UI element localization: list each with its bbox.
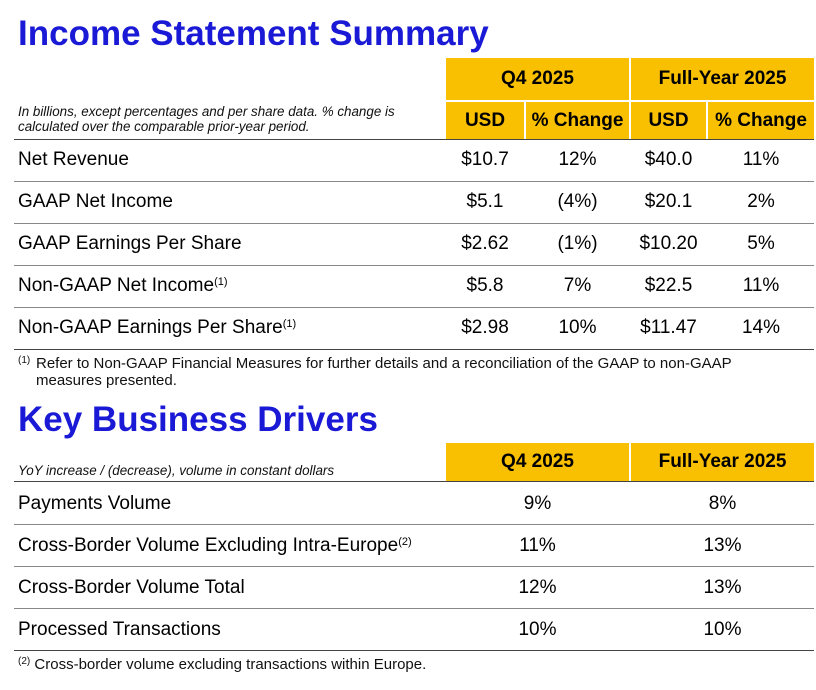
income-footnote: (1) Refer to Non-GAAP Financial Measures… — [18, 355, 732, 389]
q4-value: 10% — [518, 619, 557, 640]
income-statement-title: Income Statement Summary — [18, 14, 489, 53]
fy-change-value: 14% — [741, 317, 781, 338]
row-divider — [14, 181, 814, 182]
row-divider — [14, 608, 814, 609]
q4-change-value: (1%) — [557, 233, 598, 254]
row-label: Cross-Border Volume Excluding Intra-Euro… — [18, 535, 412, 556]
fy-value: 13% — [703, 577, 742, 598]
q4-usd-value: $5.1 — [466, 191, 504, 212]
subhead-q4-usd: USD — [446, 102, 524, 140]
drivers-footnote: (2) Cross-border volume excluding transa… — [18, 656, 427, 673]
row-divider — [14, 265, 814, 266]
row-divider — [14, 307, 814, 308]
q4-2025-header: Q4 2025 — [446, 58, 629, 100]
subhead-q4-change: % Change — [526, 102, 629, 140]
full-year-2025-header: Full-Year 2025 — [631, 58, 814, 100]
fy-value: 13% — [703, 535, 742, 556]
row-label: GAAP Net Income — [18, 191, 173, 212]
subhead-fy-change: % Change — [708, 102, 814, 140]
fy-value: 8% — [708, 493, 737, 514]
row-label: Non-GAAP Earnings Per Share(1) — [18, 317, 297, 338]
q4-change-value: 7% — [563, 275, 592, 296]
fy-usd-value: $22.5 — [644, 275, 693, 296]
fy-change-value: 11% — [742, 149, 780, 170]
q4-usd-value: $2.62 — [461, 233, 509, 254]
income-note: In billions, except percentages and per … — [18, 104, 395, 134]
row-divider — [14, 524, 814, 525]
fy-usd-value: $40.0 — [644, 149, 693, 170]
q4-value: 12% — [518, 577, 557, 598]
row-label: Processed Transactions — [18, 619, 221, 640]
q4-usd-value: $10.7 — [461, 149, 509, 170]
q4-value: 9% — [523, 493, 552, 514]
q4-change-value: 12% — [558, 149, 597, 170]
q4-usd-value: $5.8 — [466, 275, 504, 296]
row-label: Non-GAAP Net Income(1) — [18, 275, 228, 296]
q4-change-value: (4%) — [557, 191, 598, 212]
fy-usd-value: $20.1 — [644, 191, 693, 212]
drivers-bottom-divider — [14, 650, 814, 651]
fy-change-value: 2% — [747, 191, 775, 212]
fy-value: 10% — [703, 619, 742, 640]
drivers-q4-2025-header: Q4 2025 — [446, 443, 629, 481]
fy-usd-value: $11.47 — [640, 317, 697, 338]
drivers-full-year-2025-header: Full-Year 2025 — [631, 443, 814, 481]
subhead-fy-usd: USD — [631, 102, 706, 140]
drivers-note: YoY increase / (decrease), volume in con… — [18, 463, 335, 478]
q4-usd-value: $2.98 — [461, 317, 509, 338]
fy-usd-value: $10.20 — [639, 233, 698, 254]
drivers-header-divider — [14, 481, 814, 482]
table-bottom-divider — [14, 349, 814, 350]
row-label: Net Revenue — [18, 149, 129, 170]
key-business-drivers-title: Key Business Drivers — [18, 400, 378, 439]
row-label: Cross-Border Volume Total — [18, 577, 245, 598]
q4-change-value: 10% — [558, 317, 597, 338]
q4-value: 11% — [519, 535, 556, 556]
fy-change-value: 11% — [742, 275, 780, 296]
row-label: GAAP Earnings Per Share — [18, 233, 242, 254]
row-divider — [14, 223, 814, 224]
row-divider — [14, 566, 814, 567]
fy-change-value: 5% — [747, 233, 775, 254]
table-header-divider — [14, 139, 814, 140]
row-label: Payments Volume — [18, 493, 172, 514]
